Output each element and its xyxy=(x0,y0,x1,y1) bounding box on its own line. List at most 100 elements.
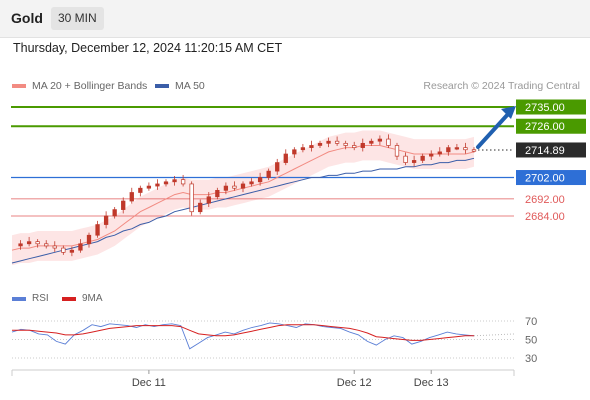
rsi-line xyxy=(11,322,475,350)
level-tag-support-2: 2684.00 xyxy=(525,211,565,223)
candle-body xyxy=(377,138,383,142)
candle-body xyxy=(206,196,211,204)
candle-body xyxy=(360,142,365,148)
candle-body xyxy=(163,181,169,185)
rsi-label: RSI xyxy=(32,293,49,304)
candle-body xyxy=(129,192,134,202)
level-label-support-1: 2692.00 xyxy=(525,194,565,206)
candle-body xyxy=(275,162,280,172)
candle-body xyxy=(334,140,340,144)
rsi-ma-label: 9MA xyxy=(82,293,103,304)
candle-body xyxy=(283,153,288,163)
candle-body xyxy=(403,155,408,163)
candle-body xyxy=(471,149,477,152)
candle-body xyxy=(198,202,203,213)
bollinger-band xyxy=(12,130,474,266)
candle-body xyxy=(112,209,117,217)
level-tag-bg-resistance-1 xyxy=(516,118,586,134)
candle-body xyxy=(69,249,75,253)
candle-body xyxy=(429,153,434,157)
candle-body xyxy=(18,243,23,247)
candle-body xyxy=(309,145,314,148)
candle-body xyxy=(446,147,451,153)
level-tag-bg-current xyxy=(516,142,586,158)
candle-body xyxy=(189,183,194,213)
candle-body xyxy=(26,241,32,245)
candle-body xyxy=(257,177,263,183)
legend-rsi-ma: 9MA xyxy=(62,293,103,304)
candle-body xyxy=(35,241,40,245)
candle-body xyxy=(352,145,357,148)
candle-body xyxy=(394,145,400,157)
rsi-ma-line xyxy=(12,324,474,341)
candle-body xyxy=(454,147,460,150)
level-label-resistance-1: 2726.00 xyxy=(525,121,565,133)
candle-body xyxy=(78,243,83,251)
candle-body xyxy=(138,187,143,193)
rsi-tick-70: 70 xyxy=(525,316,537,328)
legend-rsi: RSI xyxy=(12,293,49,304)
level-tag-bg-resistance-2 xyxy=(516,99,586,115)
legend-ma20: MA 20 + Bollinger Bands xyxy=(12,80,147,92)
level-tag-resistance-2: 2735.00 xyxy=(516,99,586,115)
candle-body xyxy=(215,190,220,198)
ma50-swatch xyxy=(155,84,169,88)
candle-body xyxy=(326,140,331,144)
candle-body xyxy=(232,185,237,189)
level-tag-current: 2714.89 xyxy=(516,142,586,158)
level-tag-support-1: 2692.00 xyxy=(525,194,565,206)
candle-body xyxy=(180,179,186,185)
candle-body xyxy=(44,243,49,247)
rsi-ma-swatch xyxy=(62,296,76,301)
ma20-swatch xyxy=(12,84,26,88)
candle-body xyxy=(292,149,297,155)
candle-body xyxy=(95,224,100,236)
candle-body xyxy=(249,181,254,185)
level-label-support-2: 2684.00 xyxy=(525,211,565,223)
level-tag-bg-pivot xyxy=(516,170,586,186)
level-tag-pivot: 2702.00 xyxy=(516,170,586,186)
candle-body xyxy=(121,200,126,210)
x-tick-dec-13: Dec 13 xyxy=(414,377,449,389)
ma20-label: MA 20 + Bollinger Bands xyxy=(32,80,148,92)
candle-body xyxy=(52,245,57,249)
legend-ma50: MA 50 xyxy=(155,80,205,92)
candle-body xyxy=(437,151,442,155)
candle-body xyxy=(369,140,374,144)
candle-body xyxy=(463,147,468,151)
instrument-title: Gold xyxy=(11,10,43,26)
projection-arrow-head xyxy=(501,106,516,119)
level-label-resistance-2: 2735.00 xyxy=(525,102,565,114)
candle-body xyxy=(411,160,417,163)
rsi-projection xyxy=(473,333,515,337)
candle-body xyxy=(146,185,152,189)
candle-body xyxy=(266,170,271,178)
rsi-tick-50: 50 xyxy=(525,335,537,347)
ma50-label: MA 50 xyxy=(175,80,205,92)
x-tick-dec-11: Dec 11 xyxy=(132,377,166,389)
candle-body xyxy=(300,147,306,151)
candle-body xyxy=(61,247,66,253)
projection-arrow-shaft xyxy=(476,112,510,149)
level-label-current: 2714.89 xyxy=(525,145,565,157)
candle-body xyxy=(223,185,229,191)
rsi-tick-30: 30 xyxy=(525,353,537,365)
candle-body xyxy=(172,179,177,183)
candle-body xyxy=(103,215,109,225)
candle-body xyxy=(420,155,425,161)
candle-body xyxy=(240,183,246,189)
candle-body xyxy=(86,234,92,245)
research-credit: Research © 2024 Trading Central xyxy=(423,80,580,92)
candle-body xyxy=(155,183,160,187)
candle-body xyxy=(317,142,323,146)
rsi-swatch xyxy=(12,296,26,301)
chart-datetime: Thursday, December 12, 2024 11:20:15 AM … xyxy=(13,41,283,55)
candle-body xyxy=(343,142,348,146)
level-label-pivot: 2702.00 xyxy=(525,173,565,185)
x-tick-dec-12: Dec 12 xyxy=(337,377,372,389)
candle-body xyxy=(386,138,391,146)
chart-header: Gold 30 MIN xyxy=(0,0,590,38)
level-tag-resistance-1: 2726.00 xyxy=(516,118,586,134)
timeframe-badge[interactable]: 30 MIN xyxy=(51,7,104,30)
